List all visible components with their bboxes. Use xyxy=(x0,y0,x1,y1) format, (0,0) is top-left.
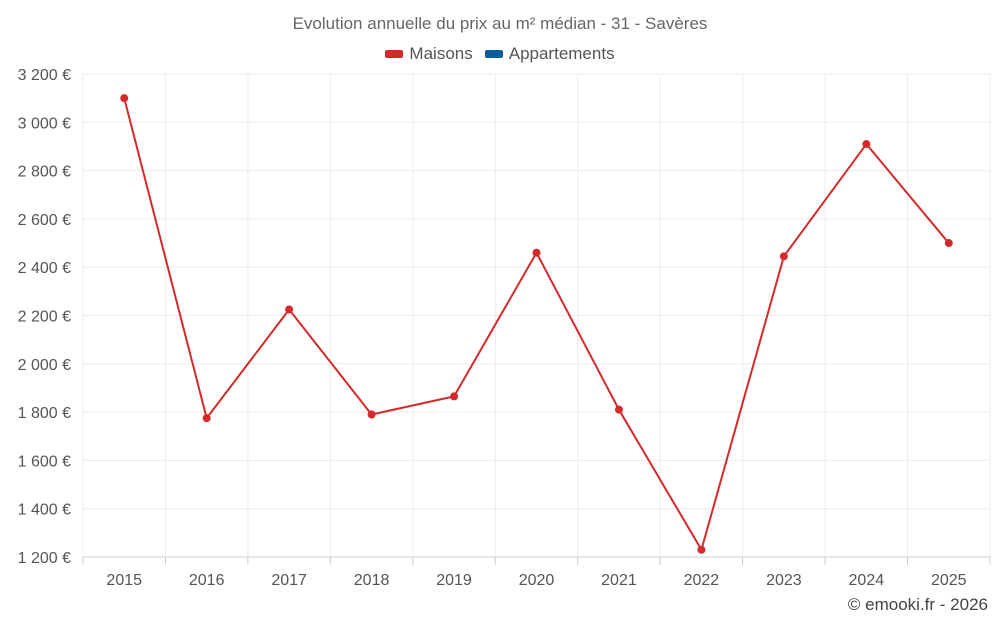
y-tick-label: 1 200 € xyxy=(18,550,71,567)
y-tick-label: 2 400 € xyxy=(18,260,71,277)
x-tick-label: 2016 xyxy=(189,572,225,589)
x-tick-label: 2021 xyxy=(601,572,637,589)
x-tick-label: 2024 xyxy=(849,572,885,589)
y-tick-label: 3 000 € xyxy=(18,115,71,132)
y-tick-label: 2 000 € xyxy=(18,357,71,374)
legend-swatch-maisons xyxy=(385,50,404,58)
data-point xyxy=(367,410,376,419)
x-tick-label: 2018 xyxy=(354,572,390,589)
legend: Maisons Appartements xyxy=(0,44,1000,64)
data-point xyxy=(202,414,211,423)
data-point xyxy=(697,545,706,554)
data-point xyxy=(614,405,623,414)
y-tick-label: 1 400 € xyxy=(18,502,71,519)
y-tick-label: 1 800 € xyxy=(18,405,71,422)
legend-item-maisons[interactable]: Maisons xyxy=(385,44,473,64)
x-tick-label: 2023 xyxy=(766,572,802,589)
legend-label-appartements: Appartements xyxy=(508,44,615,63)
x-tick-label: 2015 xyxy=(106,572,142,589)
data-point xyxy=(862,140,871,149)
x-tick-label: 2017 xyxy=(271,572,307,589)
x-tick-label: 2025 xyxy=(931,572,967,589)
data-point xyxy=(779,252,788,261)
legend-swatch-appartements xyxy=(484,50,503,58)
y-tick-label: 3 200 € xyxy=(18,67,71,84)
data-point xyxy=(944,239,953,248)
legend-label-maisons: Maisons xyxy=(409,44,473,63)
y-tick-label: 2 200 € xyxy=(18,309,71,326)
x-tick-label: 2022 xyxy=(684,572,720,589)
chart-title: Evolution annuelle du prix au m² médian … xyxy=(292,14,708,33)
y-tick-label: 2 800 € xyxy=(18,164,71,181)
credit-text: © emooki.fr - 2026 xyxy=(847,595,988,614)
data-point xyxy=(285,305,294,314)
data-point xyxy=(120,94,129,103)
y-tick-label: 2 600 € xyxy=(18,212,71,229)
y-tick-label: 1 600 € xyxy=(18,453,71,470)
x-tick-label: 2019 xyxy=(436,572,472,589)
data-point xyxy=(532,248,541,257)
legend-item-appartements[interactable]: Appartements xyxy=(484,44,615,64)
x-tick-label: 2020 xyxy=(519,572,555,589)
data-point xyxy=(450,392,459,401)
